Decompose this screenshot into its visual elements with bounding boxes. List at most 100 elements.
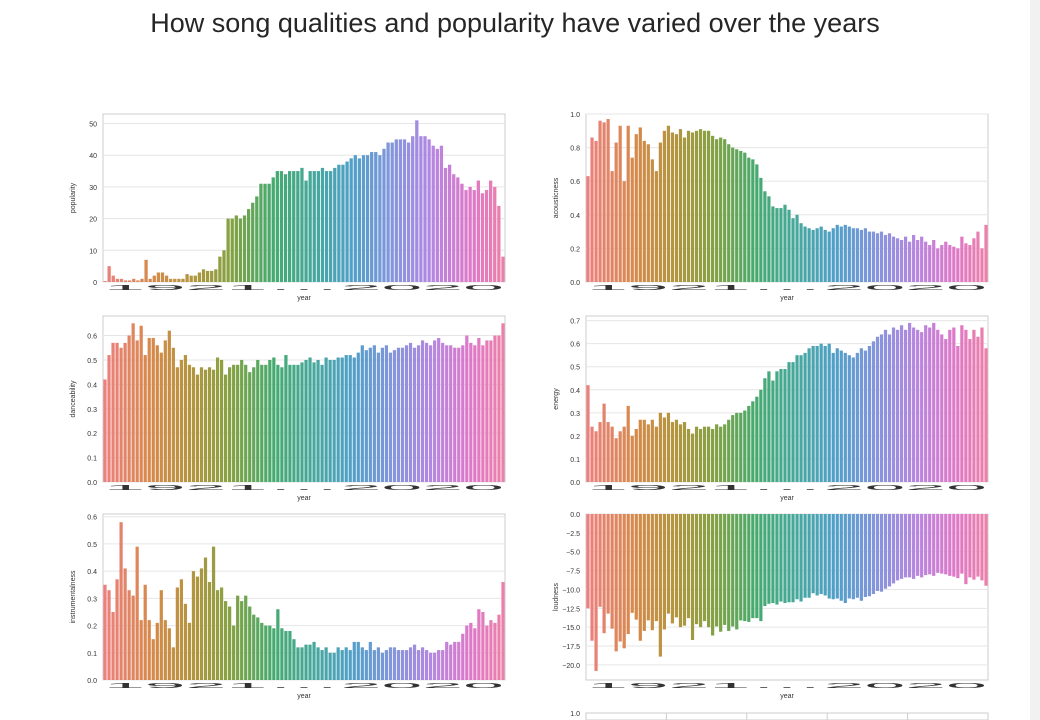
bar: [751, 514, 755, 619]
bar: [469, 342, 473, 482]
bar: [920, 236, 924, 282]
bar: [715, 139, 719, 282]
bar: [457, 641, 461, 680]
bar: [449, 644, 453, 680]
bar: [187, 364, 192, 482]
bar: [855, 228, 859, 282]
bar: [164, 275, 169, 282]
bar: [799, 514, 803, 602]
subplot-2: 0.0 0.2 0.4 0.6 0.8 1.0 1921…2020 year acousticn…: [553, 112, 989, 302]
bar: [916, 329, 920, 482]
bar: [682, 137, 687, 282]
bar: [199, 367, 204, 482]
bar: [143, 355, 147, 482]
bar: [167, 628, 171, 680]
bar: [316, 647, 320, 680]
bar: [875, 233, 880, 282]
bar: [328, 359, 332, 482]
bar: [859, 229, 863, 282]
bar: [715, 514, 719, 627]
bar: [598, 422, 602, 482]
bar: [895, 238, 900, 282]
bar: [211, 369, 216, 482]
bar: [727, 144, 731, 282]
bar: [465, 335, 469, 482]
bar: [879, 514, 884, 592]
bar: [477, 609, 481, 680]
bar: [279, 171, 284, 282]
bar: [638, 127, 642, 282]
bar: [337, 164, 341, 282]
bar: [312, 641, 316, 680]
bar: [682, 422, 687, 482]
y-tick-label: 1.0: [570, 112, 580, 119]
bar: [429, 345, 433, 482]
bar: [276, 364, 280, 482]
bar: [787, 514, 791, 603]
bar: [912, 234, 916, 282]
bar: [123, 280, 128, 282]
bar: [441, 342, 445, 482]
bar: [115, 342, 119, 482]
bar: [843, 514, 847, 604]
bar: [207, 367, 212, 482]
bar: [711, 514, 715, 636]
bar: [419, 136, 423, 282]
bar: [775, 371, 779, 482]
bar: [662, 514, 666, 630]
bar: [240, 601, 244, 680]
bar: [398, 139, 403, 282]
y-tick-label: 0.8: [570, 146, 580, 153]
y-tick-label: 50: [89, 122, 97, 129]
bar: [883, 234, 888, 282]
bar: [658, 142, 662, 282]
x-tick-labels: 1921…2020: [587, 285, 988, 292]
bar: [819, 514, 823, 594]
bar: [739, 514, 743, 621]
bar: [152, 275, 156, 282]
bar: [197, 272, 202, 282]
bar: [976, 514, 980, 577]
bar: [779, 369, 783, 482]
bar: [224, 601, 228, 680]
bar: [875, 514, 880, 591]
bar: [867, 231, 872, 282]
bar: [763, 378, 767, 482]
bar: [883, 514, 888, 589]
bar: [473, 628, 477, 680]
bar: [887, 233, 892, 282]
bar: [340, 357, 344, 482]
bar: [115, 278, 119, 282]
bar: [431, 145, 435, 282]
bar: [819, 226, 823, 282]
bar: [445, 641, 449, 680]
bar: [815, 514, 819, 596]
x-tick-labels: 1921…2020: [104, 285, 505, 292]
bar: [980, 248, 984, 282]
bar: [662, 130, 666, 282]
bar: [678, 514, 683, 628]
bar: [111, 611, 115, 680]
bar: [477, 337, 481, 482]
bar: [899, 325, 904, 482]
x-axis-label: year: [297, 295, 311, 302]
bar: [835, 224, 839, 282]
y-tick-label: 0.2: [570, 434, 580, 441]
bar: [984, 514, 988, 586]
bar: [968, 245, 972, 282]
y-tick-label: 10: [89, 248, 97, 255]
bar: [626, 125, 630, 282]
bar: [799, 355, 803, 482]
bar: [743, 410, 747, 482]
bar: [232, 625, 236, 680]
bar: [248, 606, 252, 680]
y-tick-label: 0.6: [87, 334, 97, 341]
bar: [815, 345, 819, 482]
bar: [887, 514, 892, 587]
scrollbar-thumb[interactable]: [1031, 2, 1039, 702]
bar: [340, 650, 344, 680]
bar: [899, 514, 904, 579]
bar: [288, 631, 292, 680]
bar: [859, 514, 863, 601]
bar: [156, 272, 161, 282]
